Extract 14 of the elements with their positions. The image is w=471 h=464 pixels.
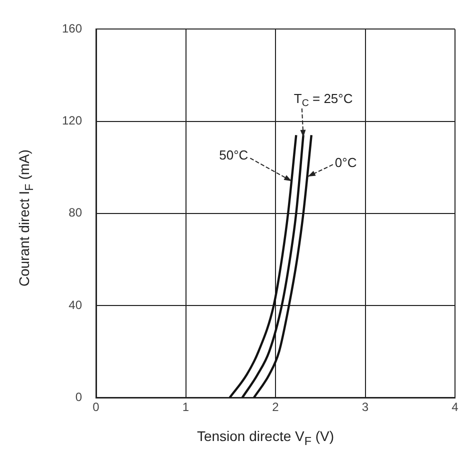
- y-tick-label: 160: [62, 22, 82, 36]
- x-tick-label: 4: [452, 400, 459, 414]
- y-tick-label: 80: [68, 206, 82, 220]
- annotation: 0°C: [334, 155, 357, 170]
- y-tick-label: 40: [68, 298, 82, 312]
- y-tick-label: 0: [75, 390, 82, 404]
- x-tick-label: 2: [272, 400, 280, 414]
- x-tick-label: 1: [182, 400, 190, 414]
- y-tick-label: 120: [62, 114, 82, 128]
- line-series: [252, 134, 313, 398]
- x-axis-title: Tension directe V$_{F}$ (V): [196, 428, 336, 448]
- x-tick-label: 3: [362, 400, 369, 414]
- annotation: 50°C: [219, 148, 248, 163]
- x-tick-label: 0: [92, 400, 100, 414]
